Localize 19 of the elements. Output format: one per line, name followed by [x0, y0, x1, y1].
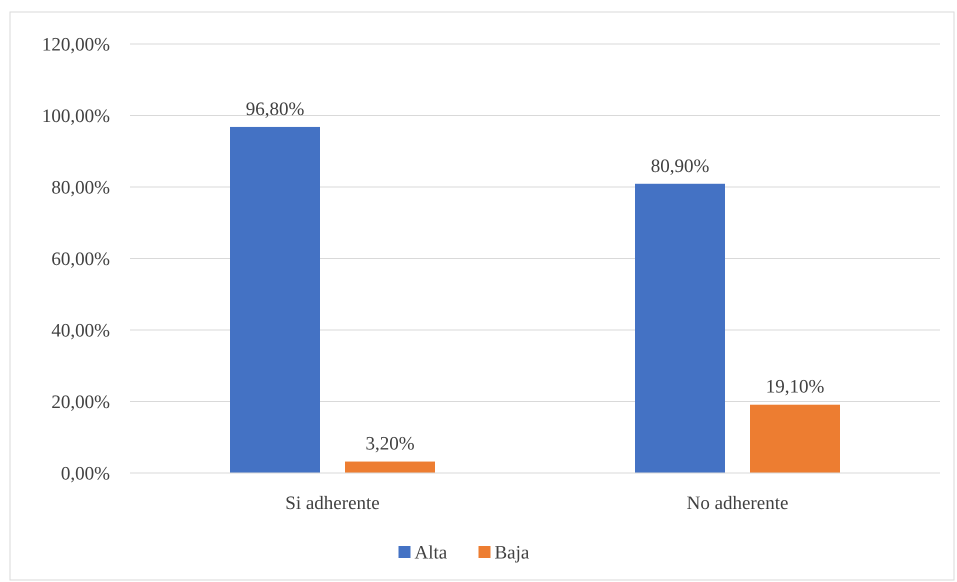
- y-tick-label: 40,00%: [51, 320, 110, 342]
- x-tick-label: No adherente: [686, 493, 788, 514]
- y-tick-label: 120,00%: [42, 34, 110, 56]
- bar: [230, 126, 320, 473]
- x-tick-label: Si adherente: [285, 493, 380, 514]
- y-tick-label: 100,00%: [42, 106, 110, 128]
- y-tick-label: 0,00%: [60, 464, 110, 485]
- bar: [635, 184, 725, 473]
- bar: [345, 462, 435, 473]
- data-label: 96,80%: [246, 98, 304, 120]
- legend-label: Alta: [414, 542, 448, 564]
- legend-label: Baja: [494, 542, 530, 564]
- bar: [750, 404, 840, 473]
- data-label: 80,90%: [650, 156, 710, 177]
- data-label: 19,10%: [766, 376, 824, 398]
- data-label: 3,20%: [365, 434, 415, 455]
- y-tick-label: 20,00%: [51, 392, 110, 414]
- y-tick-label: 80,00%: [51, 178, 110, 199]
- y-tick-label: 60,00%: [51, 249, 110, 270]
